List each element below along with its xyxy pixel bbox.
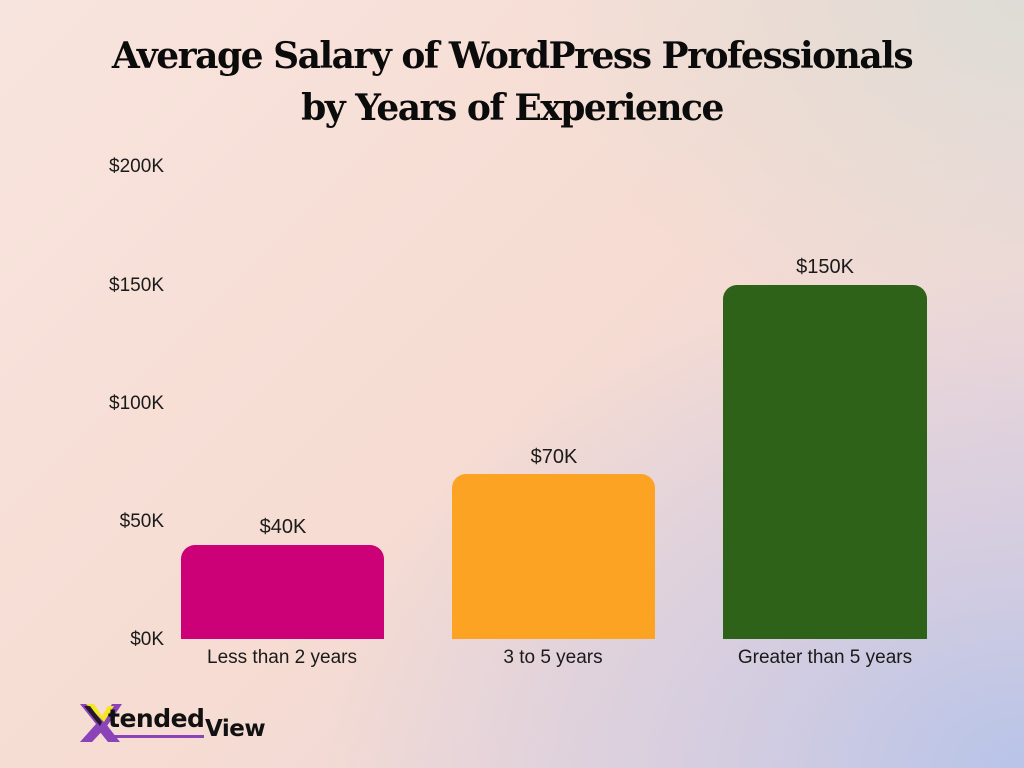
chart-title-line-2: by Years of Experience bbox=[301, 87, 724, 129]
bar-value-label: $70K bbox=[530, 446, 578, 468]
bar-3-to-5-years bbox=[452, 474, 655, 639]
x-logo-mark-icon bbox=[80, 704, 122, 742]
x-tick-label: 3 to 5 years bbox=[503, 647, 603, 668]
chart-title: Average Salary of WordPress Professional… bbox=[0, 30, 1024, 134]
x-tick-label: Greater than 5 years bbox=[737, 647, 913, 668]
y-tick-label: $100K bbox=[109, 393, 164, 414]
y-tick-label: $150K bbox=[109, 275, 164, 296]
bar-value-label: $40K bbox=[259, 516, 307, 538]
logo-text-tended: tended bbox=[108, 704, 205, 733]
chart-title-line-1: Average Salary of WordPress Professional… bbox=[111, 35, 914, 77]
xtendedview-logo: tended View bbox=[78, 702, 268, 746]
y-tick-label: $0K bbox=[130, 629, 164, 650]
y-tick-label: $200K bbox=[109, 156, 164, 177]
bar-value-label: $150K bbox=[796, 256, 854, 278]
bar-greater-than-5-years bbox=[723, 285, 927, 639]
bar-less-than-2-years bbox=[181, 545, 384, 639]
y-tick-label: $50K bbox=[119, 511, 164, 532]
logo-underline bbox=[114, 735, 204, 738]
logo-text-view: View bbox=[205, 716, 266, 742]
x-tick-label: Less than 2 years bbox=[207, 647, 357, 668]
